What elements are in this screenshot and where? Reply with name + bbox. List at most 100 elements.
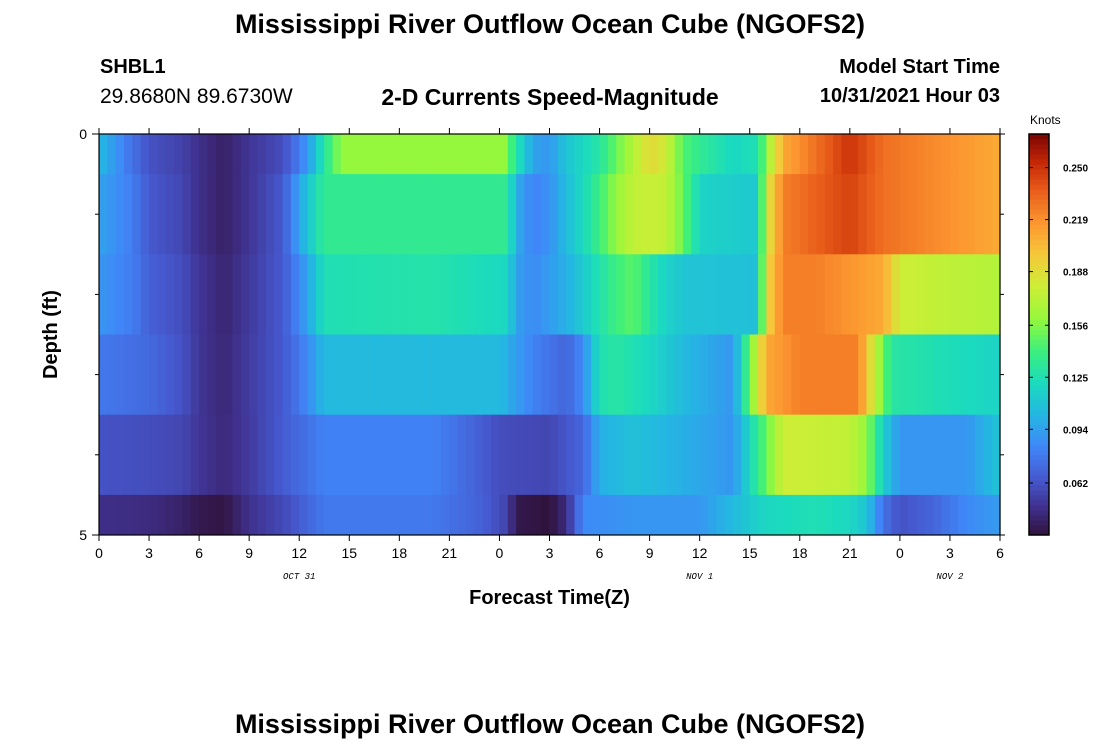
heatmap-cell-row3 — [157, 334, 167, 416]
heatmap-cell-row3 — [758, 334, 767, 416]
heatmap-cell-row4 — [899, 414, 909, 496]
colorbar-segment — [1029, 229, 1049, 235]
colorbar-segment — [1029, 329, 1049, 335]
heatmap-cell-row0 — [307, 134, 317, 175]
heatmap-cell-row1 — [315, 174, 325, 255]
heatmap-cell-row5 — [682, 494, 692, 536]
heatmap-cell-row2 — [282, 254, 292, 335]
heatmap-cell-row3 — [457, 334, 467, 416]
heatmap-cell-row5 — [107, 494, 117, 536]
colorbar-segment — [1029, 169, 1049, 175]
heatmap-cell-row5 — [207, 494, 217, 536]
heatmap-cell-row0 — [107, 134, 117, 175]
heatmap-cell-row4 — [699, 414, 709, 496]
heatmap-cell-row4 — [224, 414, 234, 496]
heatmap-cell-row1 — [657, 174, 667, 255]
colorbar-segment — [1029, 314, 1049, 320]
heatmap-cell-row1 — [766, 174, 776, 255]
heatmap-cell-row2 — [399, 254, 409, 335]
colorbar-segment — [1029, 269, 1049, 275]
colorbar-segment — [1029, 279, 1049, 285]
heatmap-cell-row3 — [482, 334, 492, 416]
colorbar-segment — [1029, 454, 1049, 461]
heatmap-cell-row5 — [657, 494, 667, 536]
heatmap-cell-row4 — [524, 414, 534, 496]
heatmap-cell-row1 — [883, 174, 893, 255]
heatmap-cell-row4 — [607, 414, 617, 496]
heatmap-cell-row3 — [140, 334, 150, 416]
heatmap-cell-row0 — [591, 134, 601, 175]
heatmap-cell-row0 — [265, 134, 275, 175]
heatmap-cell-row2 — [541, 254, 551, 335]
heatmap-cell-row3 — [199, 334, 209, 416]
heatmap-cell-row4 — [449, 414, 459, 496]
heatmap-cell-row1 — [724, 174, 734, 255]
heatmap-cell-row5 — [916, 494, 926, 536]
x-tick-label: 9 — [646, 545, 654, 561]
heatmap-cell-row2 — [224, 254, 234, 335]
heatmap-cell-row4 — [432, 414, 442, 496]
heatmap-cell-row0 — [691, 134, 701, 175]
heatmap-cell-row3 — [190, 334, 200, 416]
heatmap-cell-row3 — [641, 334, 651, 416]
heatmap-cell-row1 — [374, 174, 384, 255]
heatmap-cell-row3 — [691, 334, 701, 416]
heatmap-cell-row2 — [215, 254, 225, 335]
heatmap-cell-row3 — [841, 334, 851, 416]
heatmap-cell-row4 — [307, 414, 317, 496]
heatmap-cell-row0 — [299, 134, 309, 175]
heatmap-cell-row2 — [791, 254, 801, 335]
heatmap-cell-row5 — [466, 494, 476, 536]
heatmap-cell-row1 — [232, 174, 242, 255]
heatmap-cell-row3 — [132, 334, 142, 416]
colorbar-segment — [1029, 284, 1049, 290]
heatmap-cell-row0 — [157, 134, 167, 175]
heatmap-cell-row5 — [908, 494, 918, 536]
heatmap-cell-row3 — [282, 334, 292, 416]
heatmap-cell-row5 — [491, 494, 501, 536]
heatmap-cell-row3 — [307, 334, 317, 416]
heatmap-cell-row4 — [115, 414, 125, 496]
heatmap-cell-row4 — [207, 414, 217, 496]
colorbar-frame — [1028, 133, 1050, 536]
heatmap-cell-row0 — [974, 134, 984, 175]
heatmap-cell-row5 — [733, 494, 742, 536]
heatmap-cell-row4 — [749, 414, 759, 496]
heatmap-cell-row4 — [766, 414, 776, 496]
heatmap-cell-row4 — [541, 414, 551, 496]
heatmap-cell-row4 — [774, 414, 784, 496]
heatmap-cell-row5 — [808, 494, 818, 536]
heatmap-cell-row0 — [332, 134, 342, 175]
heatmap-cell-row1 — [616, 174, 626, 255]
colorbar-segment — [1029, 394, 1049, 401]
heatmap-cell-row2 — [783, 254, 793, 335]
colorbar-tick-label: 0.062 — [1063, 479, 1088, 490]
colorbar-segment — [1029, 224, 1049, 230]
heatmap-cell-row3 — [632, 334, 642, 416]
heatmap-cell-row4 — [190, 414, 200, 496]
heatmap-cell-row2 — [315, 254, 325, 335]
heatmap-cell-row2 — [666, 254, 676, 335]
colorbar-segment — [1029, 309, 1049, 315]
heatmap-cell-row1 — [666, 174, 676, 255]
heatmap-cell-row5 — [566, 494, 576, 536]
heatmap-cell-row0 — [874, 134, 884, 175]
heatmap-cell-row4 — [557, 414, 567, 496]
heatmap-cell-row3 — [207, 334, 217, 416]
colorbar-unit-label: Knots — [1030, 113, 1061, 127]
heatmap-cell-row1 — [399, 174, 409, 255]
heatmap-cell-row3 — [708, 334, 717, 416]
heatmap-cell-row0 — [791, 134, 801, 175]
colorbar-segment — [1029, 404, 1049, 411]
heatmap-cell-row2 — [833, 254, 843, 335]
heatmap-cell-row0 — [649, 134, 659, 175]
heatmap-cell-row0 — [399, 134, 409, 175]
heatmap-cell-row0 — [616, 134, 626, 175]
heatmap-cell-row1 — [966, 174, 976, 255]
heatmap-cell-row1 — [207, 174, 217, 255]
heatmap-cell-row2 — [549, 254, 559, 335]
heatmap-cell-row4 — [741, 414, 751, 496]
heatmap-cell-row1 — [407, 174, 417, 255]
heatmap-cell-row2 — [390, 254, 400, 335]
